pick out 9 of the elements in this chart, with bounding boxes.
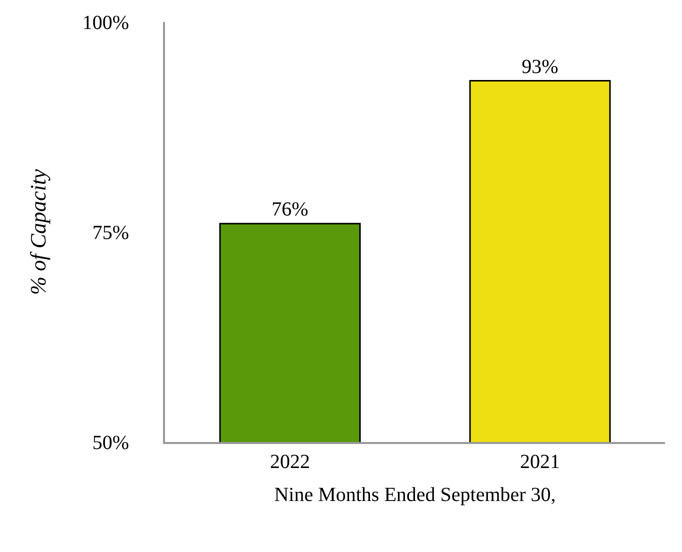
x-tick-label: 2022	[270, 451, 310, 473]
x-axis-title: Nine Months Ended September 30,	[274, 484, 556, 506]
y-tick-label: 100%	[82, 12, 129, 34]
y-axis-title: % of Capacity	[26, 168, 51, 295]
y-tick-label: 50%	[92, 432, 129, 454]
y-tick-label: 75%	[92, 222, 129, 244]
data-label: 93%	[522, 56, 558, 78]
x-tick-label: 2021	[520, 451, 560, 473]
data-label: 76%	[272, 198, 308, 221]
